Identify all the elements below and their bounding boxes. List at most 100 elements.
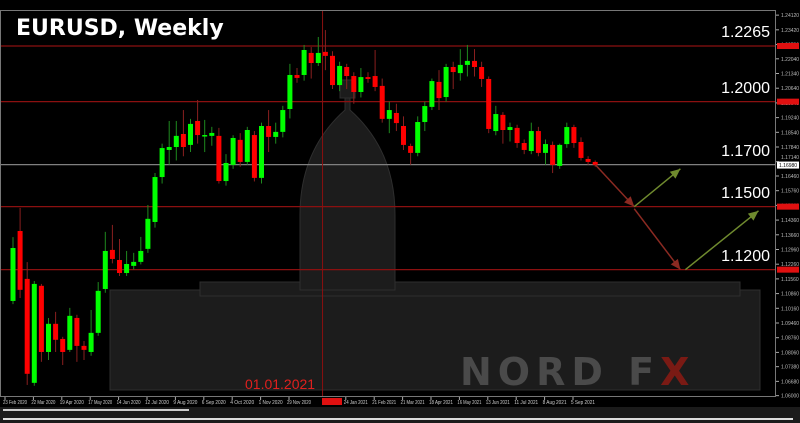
candle xyxy=(408,143,414,165)
candle xyxy=(53,311,59,352)
candle-body xyxy=(578,141,584,158)
candle xyxy=(571,124,577,148)
candle-body xyxy=(472,60,477,67)
candle-body xyxy=(557,144,563,166)
candle-body xyxy=(386,110,392,119)
candle-body xyxy=(479,67,485,79)
candle-body xyxy=(322,51,328,56)
candle xyxy=(429,78,435,111)
candle xyxy=(216,127,222,184)
candle xyxy=(507,122,513,142)
candle xyxy=(195,99,201,144)
candle xyxy=(202,119,208,153)
candle xyxy=(74,314,80,362)
x-tick-label: 1 Nov 2020 xyxy=(259,400,283,406)
x-tick-label: 4 Oct 2020 xyxy=(230,400,254,406)
candle xyxy=(109,224,115,264)
y-tick-label: 1.09460 xyxy=(781,321,799,327)
candle xyxy=(81,341,87,360)
y-tick-label: 1.23420 xyxy=(781,28,799,34)
y-tick-label: 1.12260 xyxy=(781,262,799,268)
candle xyxy=(117,238,122,276)
x-tick-label: 22 Mar 2020 xyxy=(31,400,55,406)
candle-body xyxy=(344,67,350,77)
candle-body xyxy=(450,67,456,73)
x-tick-label: 18 Apr 2021 xyxy=(429,400,453,406)
candle-body xyxy=(159,148,165,178)
level-label: 1.2000 xyxy=(721,79,770,97)
candle-body xyxy=(415,122,421,153)
candle-body xyxy=(124,263,130,274)
candle-body xyxy=(429,81,435,107)
candle-body xyxy=(401,126,406,145)
current-price-label: 1.16980 xyxy=(779,163,797,169)
candle-body xyxy=(152,177,158,222)
scrollbar-thumb[interactable] xyxy=(3,409,189,411)
candle xyxy=(322,30,328,71)
y-tick-label: 1.18540 xyxy=(781,130,799,136)
candle-body xyxy=(507,127,513,130)
candle xyxy=(102,231,108,293)
y-tick-label: 1.13660 xyxy=(781,233,799,239)
candle-body xyxy=(585,158,591,162)
candle xyxy=(38,283,44,362)
candle xyxy=(330,51,335,90)
candle xyxy=(152,173,158,228)
candle-body xyxy=(81,345,87,350)
candle xyxy=(472,49,477,77)
candle xyxy=(95,282,101,336)
candle-body xyxy=(244,130,250,162)
candle-body xyxy=(145,218,151,249)
candle-body xyxy=(188,123,193,145)
candle-body xyxy=(31,283,37,383)
chart-title: EURUSD, Weekly xyxy=(16,16,224,41)
forecast-arrow-up xyxy=(684,210,759,271)
level-label: 1.1200 xyxy=(721,247,770,265)
candle-body xyxy=(592,161,598,165)
candle xyxy=(145,204,151,253)
candle-body xyxy=(351,76,357,92)
candle-body xyxy=(46,323,51,352)
candle xyxy=(464,44,470,77)
candle-body xyxy=(486,78,492,129)
candle xyxy=(287,63,293,119)
candle-body xyxy=(543,144,548,153)
candle-body xyxy=(88,332,94,352)
candle xyxy=(315,36,321,66)
x-tick-label: 5 Sep 2021 xyxy=(571,400,595,406)
candle-body xyxy=(528,131,534,151)
candle xyxy=(436,70,442,111)
horizontal-scrollbar[interactable] xyxy=(0,407,800,423)
candle xyxy=(443,63,449,102)
candle-body xyxy=(564,127,570,145)
candle xyxy=(535,126,541,157)
capitol-background xyxy=(109,79,761,391)
level-price-marker xyxy=(777,266,799,273)
level-price-marker xyxy=(777,43,799,49)
candle xyxy=(543,139,548,165)
x-tick-label: 13 Jun 2021 xyxy=(486,400,510,406)
candle xyxy=(564,122,570,148)
candle-body xyxy=(393,112,399,124)
candle-body xyxy=(109,249,115,259)
candle xyxy=(223,154,229,186)
level-price-marker xyxy=(777,203,799,210)
x-tick-label: 9 Aug 2020 xyxy=(173,400,197,406)
scrollbar-track[interactable] xyxy=(3,418,793,420)
y-tick-label: 1.22040 xyxy=(781,57,799,63)
candle-body xyxy=(117,259,122,274)
y-tick-label: 1.08060 xyxy=(781,350,799,356)
x-tick-label: 29 Nov 2020 xyxy=(287,400,311,406)
candle xyxy=(131,252,137,270)
candle xyxy=(308,47,314,79)
candle xyxy=(230,135,236,169)
candle-body xyxy=(464,60,470,65)
candle-body xyxy=(166,147,172,150)
candle-body xyxy=(74,317,80,346)
candle xyxy=(393,103,399,132)
y-tick-label: 1.06680 xyxy=(781,379,799,385)
candle xyxy=(344,63,350,90)
x-tick-label: 17 May 2020 xyxy=(88,400,112,406)
level-label: 1.2265 xyxy=(721,24,770,41)
